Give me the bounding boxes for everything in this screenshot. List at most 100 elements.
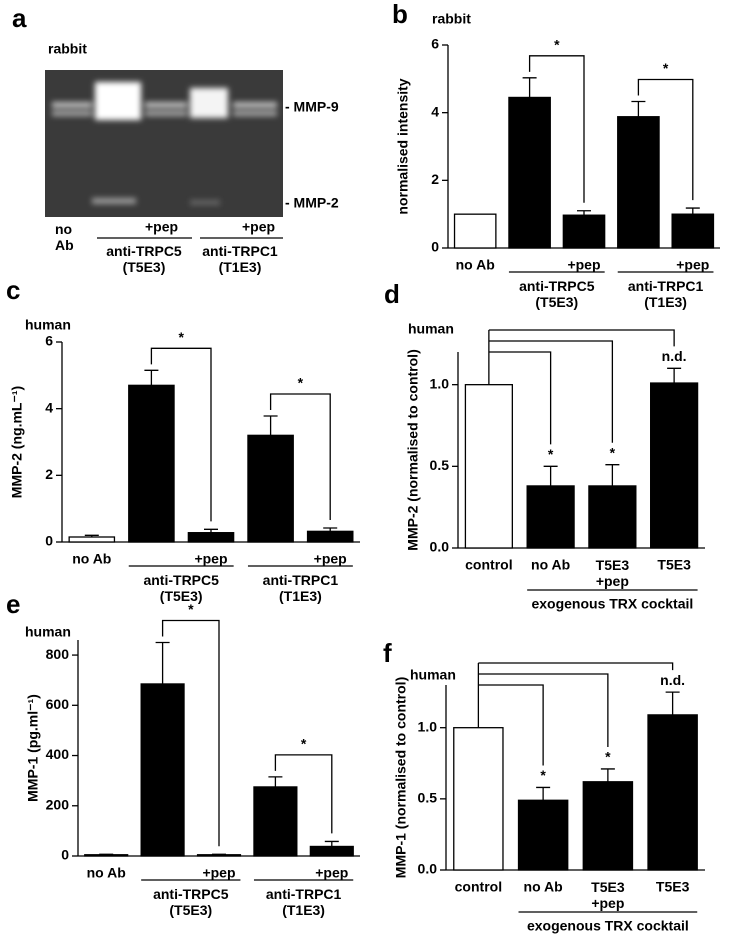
x-tick-label: +pep (202, 865, 235, 881)
significance-label: * (178, 329, 184, 345)
y-tick-label: 1.0 (418, 718, 438, 734)
significance-bracket (269, 393, 331, 520)
error-bar (212, 853, 226, 855)
panel-letter: b (392, 0, 408, 29)
group-label: anti-TRPC1 (T1E3) (263, 572, 339, 604)
lane-label: +pep (242, 219, 275, 235)
y-tick-label: 0.5 (418, 790, 438, 806)
bar (526, 485, 575, 549)
reference-bracket (488, 329, 675, 347)
error-bar (536, 786, 551, 801)
y-tick-label: 0 (61, 847, 69, 863)
error-bar (577, 210, 591, 216)
y-tick-label: 0 (45, 533, 53, 549)
error-bar (155, 641, 170, 684)
panel-letter: f (383, 638, 392, 668)
error-bar (522, 77, 537, 98)
error-bar (204, 528, 218, 533)
error-bar (268, 776, 283, 787)
y-tick-label: 0.0 (430, 539, 450, 555)
x-tick-label: T5E3 +pep (591, 879, 625, 911)
bar (306, 530, 354, 543)
y-tick-label: 4 (431, 103, 439, 119)
y-axis-label: MMP-1 (pg.ml⁻¹) (25, 694, 41, 802)
group-label: anti-TRPC1 (T1E3) (266, 886, 342, 918)
y-tick-label: 600 (46, 696, 70, 712)
significance-bracket (150, 347, 212, 522)
significance-label: * (663, 60, 669, 76)
y-tick-label: 0 (431, 239, 439, 255)
significance-label: * (298, 375, 304, 391)
x-tick-label: control (465, 557, 512, 573)
bar (453, 213, 497, 249)
reference-bracket (488, 340, 614, 443)
error-bar (685, 207, 700, 215)
significance-bracket (637, 78, 694, 201)
panel-letter: a (12, 3, 27, 33)
significance-label: n.d. (662, 348, 687, 364)
error-bar (263, 415, 278, 436)
subtitle: human (25, 624, 71, 640)
y-tick-label: 0.5 (430, 457, 450, 473)
y-tick-label: 0.0 (418, 861, 438, 877)
significance-label: * (548, 446, 554, 462)
x-tick-label: +pep (194, 551, 227, 567)
bar (453, 727, 504, 871)
panel-letter: c (6, 275, 20, 305)
group-label: exogenous TRX cocktail (531, 596, 693, 612)
bar (650, 382, 699, 549)
error-bar (84, 534, 99, 537)
group-label: exogenous TRX cocktail (527, 918, 689, 934)
significance-label: * (610, 444, 616, 460)
subtitle: rabbit (48, 41, 87, 57)
bar (253, 786, 298, 857)
error-bar (600, 768, 615, 782)
x-tick-label: control (455, 879, 502, 895)
significance-bracket (528, 55, 585, 203)
reference-bracket (478, 673, 609, 747)
subtitle: human (410, 667, 456, 683)
error-bar (144, 369, 159, 386)
error-bar (605, 464, 620, 486)
bar (309, 845, 354, 857)
significance-label: * (540, 767, 546, 783)
x-tick-label: +pep (676, 257, 709, 273)
y-tick-label: 6 (45, 333, 53, 349)
significance-label: n.d. (660, 672, 685, 688)
subtitle: human (25, 317, 71, 333)
error-bar (323, 527, 338, 532)
bar (196, 854, 242, 857)
x-tick-label: no Ab (72, 551, 111, 567)
group-label: anti-TRPC1 (T1E3) (202, 243, 278, 275)
error-bar (99, 853, 114, 855)
bar (647, 714, 698, 871)
bar (84, 854, 129, 857)
y-axis-label: normalised intensity (395, 78, 411, 214)
bar (517, 799, 569, 871)
bar (588, 485, 637, 549)
x-tick-label: T5E3 +pep (596, 557, 630, 589)
bar (68, 536, 116, 543)
error-bar (324, 840, 339, 847)
bar (671, 213, 715, 249)
y-tick-label: 4 (45, 399, 53, 415)
x-tick-label: no Ab (456, 257, 495, 273)
x-tick-label: +pep (314, 551, 347, 567)
y-tick-label: 200 (46, 796, 70, 812)
panel-letter: e (6, 589, 20, 619)
significance-bracket (161, 619, 220, 847)
group-label: anti-TRPC1 (T1E3) (628, 278, 704, 310)
bar (187, 532, 235, 543)
significance-label: * (301, 736, 307, 752)
bar (140, 683, 185, 857)
y-tick-label: 6 (431, 36, 439, 52)
bar (128, 384, 175, 543)
significance-bracket (274, 754, 333, 834)
x-tick-label: no Ab (87, 865, 126, 881)
error-bar (631, 100, 646, 117)
group-label: anti-TRPC5 (T5E3) (519, 278, 595, 310)
lane-label: no Ab (55, 221, 74, 253)
bar (247, 434, 294, 543)
x-tick-label: T5E3 (657, 557, 691, 573)
reference-bracket (488, 351, 552, 445)
